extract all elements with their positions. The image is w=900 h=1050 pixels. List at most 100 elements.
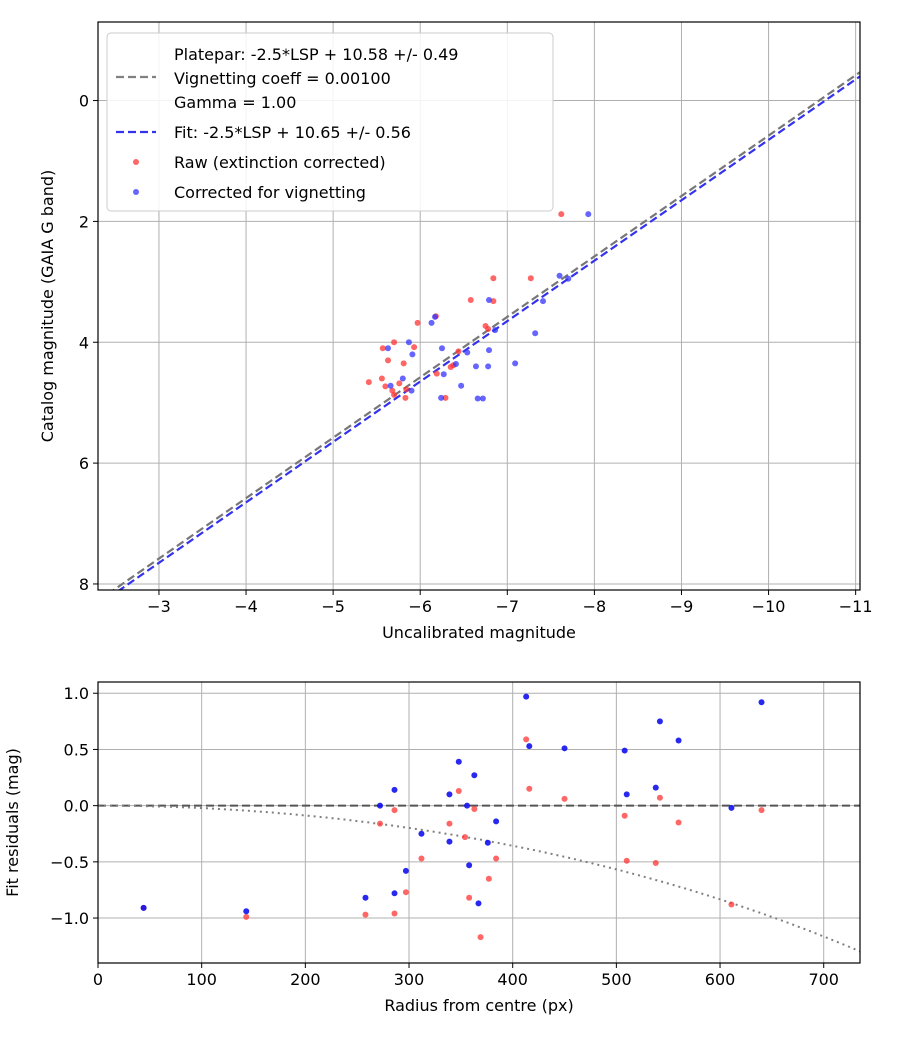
corrected-data-point [485,363,492,370]
corrected-data-point [464,349,471,356]
corrected-data-point [409,351,416,358]
y-tick-label: 1.0 [64,684,89,703]
y-tick-label: 8 [79,575,89,594]
vignetting-model-curve [98,804,860,953]
legend-raw-marker [133,159,139,165]
x-tick-label: 200 [290,970,321,989]
x-tick-label: −7 [496,597,520,616]
fit-line [117,75,860,590]
corrected-data-point [623,791,630,798]
corrected-data-point [376,802,383,809]
raw-data-point [414,319,421,326]
corrected-data-point [446,838,453,845]
corrected-data-point [440,371,447,378]
legend-platepar-label-line: Platepar: -2.5*LSP + 10.58 +/- 0.49 [174,45,458,64]
raw-data-point [652,859,659,866]
raw-data-point [442,394,449,401]
raw-data-point [402,394,409,401]
corrected-data-point [474,395,481,402]
corrected-data-point [621,747,628,754]
raw-data-point [466,894,473,901]
raw-data-point [485,325,492,332]
corrected-data-point [532,330,539,337]
residuals-x-axis-label: Radius from centre (px) [384,996,573,1015]
chart-residuals: 0 100 200 300 400 500 600 700 1.0 0.5 0.0 −0.5 −1.0… [3,681,861,1015]
corrected-data-point [391,890,398,897]
raw-data-point [402,889,409,896]
residuals-x-ticks: 0 100 200 300 400 500 600 700 [93,963,839,989]
corrected-data-point [540,298,547,305]
corrected-data-point [486,296,493,303]
raw-data-point [526,785,533,792]
corrected-data-point [475,900,482,907]
corrected-data-point [432,313,439,320]
legend-box [106,32,554,212]
legend-corrected-marker [133,189,139,195]
raw-data-point [376,820,383,827]
chart-calibration: −3 −4 −5 −6 −7 −8 −9 −10 −11 0 2 4 6 8 Uncalibrated … [38,21,873,642]
y-tick-label: 0 [79,92,89,111]
corrected-data-point [387,382,394,389]
raw-data-point [391,339,398,346]
raw-data-point [382,383,389,390]
corrected-data-point [758,699,765,706]
raw-data-point [561,795,568,802]
corrected-data-point [526,743,533,750]
x-tick-label: −8 [583,597,607,616]
corrected-data-point [464,802,471,809]
residuals-reference-lines [98,804,860,953]
raw-data-point [379,345,386,352]
x-tick-label: 700 [808,970,839,989]
legend-platepar-label: Platepar: -2.5*LSP + 10.58 +/- 0.49 Vigne… [174,45,458,112]
corrected-data-point [479,395,486,402]
raw-data-point [523,736,530,743]
corrected-data-point [438,345,445,352]
x-tick-label: −5 [321,597,345,616]
residuals-plot-frame [97,681,861,964]
raw-data-point [728,901,735,908]
legend-raw-label: Raw (extinction corrected) [174,153,386,172]
corrected-data-point [243,908,250,915]
calibration-y-ticks: 0 2 4 6 8 [79,92,98,594]
corrected-data-point [472,363,479,370]
corrected-data-point [561,745,568,752]
raw-data-point [485,875,492,882]
corrected-data-point [728,804,735,811]
corrected-data-point [362,894,369,901]
x-tick-label: 500 [601,970,632,989]
raw-data-point [621,812,628,819]
residuals-y-ticks: 1.0 0.5 0.0 −0.5 −1.0 [50,684,98,928]
raw-data-point [400,360,407,367]
raw-data-point [411,344,418,351]
raw-data-point [656,794,663,801]
x-tick-label: −3 [147,597,171,616]
raw-data-point [384,357,391,364]
residuals-points [140,693,765,941]
legend-fit-label: Fit: -2.5*LSP + 10.65 +/- 0.56 [174,123,411,142]
y-tick-label: 2 [79,212,89,231]
x-tick-label: −10 [752,597,786,616]
raw-data-point [558,211,565,218]
y-tick-label: −1.0 [50,909,89,928]
corrected-data-point [140,904,147,911]
calibration-x-ticks: −3 −4 −5 −6 −7 −8 −9 −10 −11 [147,590,873,616]
corrected-data-point [428,319,435,326]
raw-data-point [477,934,484,941]
y-tick-label: 0.5 [64,740,89,759]
x-tick-label: 300 [394,970,425,989]
calibration-y-axis-label: Catalog magnitude (GAIA G band) [38,170,57,442]
raw-data-point [391,910,398,917]
raw-data-point [527,275,534,282]
raw-data-point [433,370,440,377]
raw-data-point [490,275,497,282]
calibration-plot-frame [97,21,861,591]
raw-data-point [471,806,478,813]
raw-data-point [493,855,500,862]
raw-data-point [462,834,469,841]
x-tick-label: −9 [670,597,694,616]
raw-data-point [391,391,398,398]
platepar-fit-line [111,71,860,590]
y-tick-label: −0.5 [50,853,89,872]
raw-data-point [396,380,403,387]
legend-platepar-label-line: Gamma = 1.00 [174,93,296,112]
